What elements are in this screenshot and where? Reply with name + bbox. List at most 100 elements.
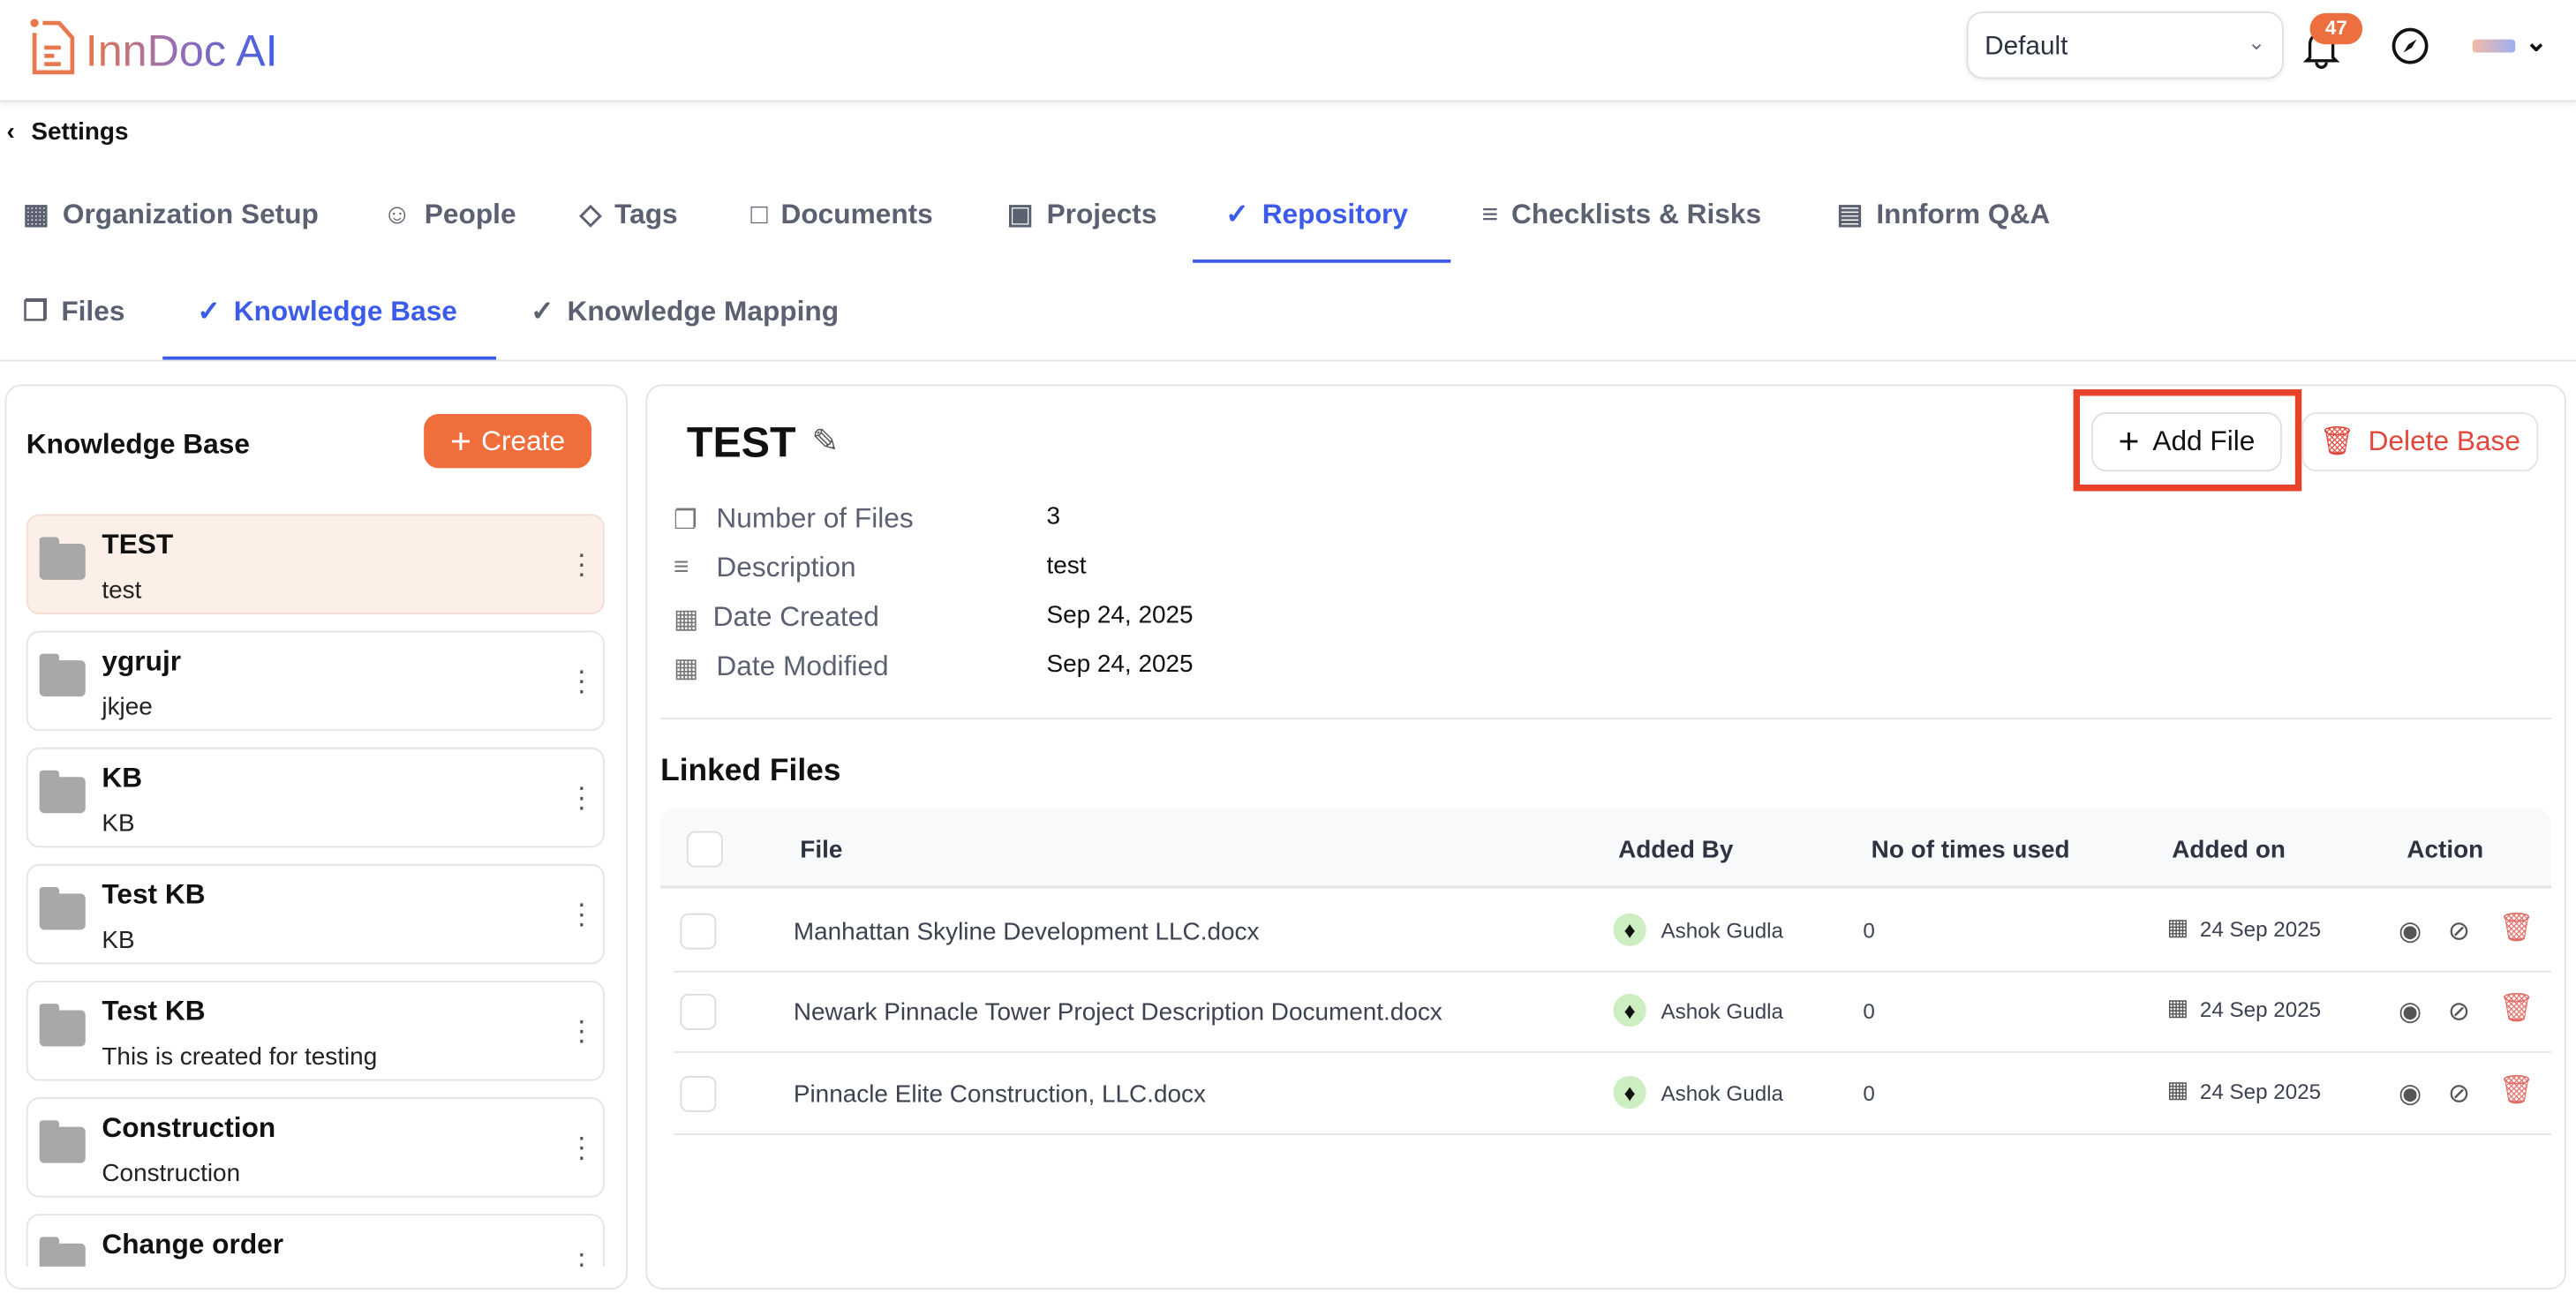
more-options-icon[interactable]: ··· — [576, 770, 587, 824]
added-on: 24 Sep 2025 — [2199, 997, 2322, 1022]
tab-innform-qa[interactable]: ▤ Innform Q&A — [1837, 199, 2051, 231]
view-eye-icon[interactable]: ◉ — [2399, 998, 2422, 1027]
tab-documents[interactable]: □ Documents — [750, 199, 932, 231]
create-button[interactable]: + Create — [424, 413, 591, 469]
more-options-icon[interactable]: ··· — [576, 1004, 587, 1057]
added-on: 24 Sep 2025 — [2199, 916, 2322, 942]
delete-base-button[interactable]: 🗑︎ Delete Base — [2301, 412, 2539, 472]
kb-item[interactable]: TEST test · · · — [26, 514, 605, 615]
trash-icon[interactable]: 🗑︎ — [2498, 992, 2535, 1024]
unlink-icon[interactable]: ⊘ — [2447, 998, 2470, 1027]
kb-item[interactable]: Test KB This is created for testing · · · — [26, 981, 605, 1081]
book-check-icon: ✓ — [1225, 199, 1249, 230]
file-name[interactable]: Manhattan Skyline Development LLC.docx — [793, 918, 1260, 946]
app-logo[interactable]: InnDoc AI — [85, 26, 278, 76]
subtab-knowledge-base[interactable]: ✓ Knowledge Base — [197, 296, 457, 328]
delete-label: Delete Base — [2368, 425, 2520, 457]
column-header-added-on[interactable]: Added on — [2172, 836, 2286, 864]
building-icon: ▦ — [23, 199, 49, 230]
subtab-divider — [0, 359, 2576, 362]
more-options-icon[interactable]: ··· — [576, 1237, 587, 1267]
meta-label: Description — [716, 552, 856, 583]
tab-repository[interactable]: ✓ Repository — [1225, 199, 1408, 231]
tab-label: Organization Setup — [62, 199, 319, 230]
more-options-icon[interactable]: ··· — [576, 886, 587, 940]
kb-title: ygrujr — [102, 645, 182, 677]
kb-title: Test KB — [102, 995, 206, 1027]
column-header-times-used[interactable]: No of times used — [1871, 836, 2070, 864]
kb-desc: jkjee — [102, 693, 153, 721]
row-checkbox[interactable] — [680, 913, 717, 950]
user-avatar[interactable] — [2472, 39, 2516, 53]
user-avatar: ♦ — [1613, 1075, 1646, 1110]
added-by: Ashok Gudla — [1661, 998, 1783, 1024]
select-all-checkbox[interactable] — [686, 831, 723, 868]
tab-projects[interactable]: ▣ Projects — [1007, 199, 1157, 231]
add-file-label: Add File — [2152, 425, 2256, 457]
chevron-down-icon: ⌄ — [2248, 29, 2266, 55]
account-chevron-icon[interactable]: ⌄ — [2525, 29, 2548, 58]
create-label: Create — [481, 425, 566, 456]
kb-item[interactable]: Change order ··· — [26, 1214, 605, 1267]
active-subtab-indicator — [162, 356, 497, 360]
tab-checklists-risks[interactable]: ≡ Checklists & Risks — [1482, 199, 1761, 231]
unlink-icon[interactable]: ⊘ — [2447, 1080, 2470, 1110]
linked-files-title: Linked Files — [660, 754, 841, 789]
edit-pencil-icon[interactable]: ✎ — [811, 424, 840, 461]
row-divider — [674, 1133, 2552, 1135]
file-name[interactable]: Newark Pinnacle Tower Project Descriptio… — [793, 998, 1442, 1027]
kb-desc: This is created for testing — [102, 1042, 378, 1072]
file-name[interactable]: Pinnacle Elite Construction, LLC.docx — [793, 1080, 1206, 1110]
kb-title: KB — [102, 762, 143, 794]
workspace-select[interactable]: Default ⌄ — [1966, 11, 2284, 79]
trash-icon[interactable]: 🗑︎ — [2498, 911, 2535, 944]
column-header-file[interactable]: File — [800, 836, 843, 864]
tab-tags[interactable]: ◇ Tags — [580, 199, 678, 231]
kb-title: Change order — [102, 1229, 284, 1260]
added-by: Ashok Gudla — [1661, 1080, 1783, 1106]
subtab-knowledge-mapping[interactable]: ✓ Knowledge Mapping — [531, 296, 839, 328]
row-checkbox[interactable] — [680, 993, 717, 1030]
kb-desc: KB — [102, 926, 135, 955]
top-header: InnDoc AI Default ⌄ 47 ⌄ — [0, 0, 2576, 102]
briefcase-icon: ▣ — [1006, 199, 1034, 230]
row-divider — [674, 1051, 2552, 1053]
kb-desc: Construction — [102, 1159, 241, 1188]
subtab-files[interactable]: ❐ Files — [23, 296, 124, 328]
more-options-icon[interactable]: ··· — [576, 1120, 587, 1173]
more-options-icon[interactable]: ··· — [576, 653, 587, 707]
qa-icon: ▤ — [1836, 199, 1864, 230]
view-eye-icon[interactable]: ◉ — [2399, 1080, 2422, 1110]
kb-item[interactable]: KB KB · · · — [26, 747, 605, 848]
user-avatar: ♦ — [1613, 913, 1646, 946]
book-check-icon: ✓ — [197, 295, 221, 327]
logo-icon — [30, 19, 75, 75]
kb-item[interactable]: ygrujr jkjee · · · — [26, 630, 605, 732]
add-file-button[interactable]: + Add File — [2091, 412, 2282, 472]
kb-item[interactable]: Construction Construction · · · — [26, 1097, 605, 1198]
tab-people[interactable]: ☺ People — [383, 199, 516, 231]
kb-item[interactable]: Test KB KB · · · — [26, 863, 605, 965]
column-header-added-by[interactable]: Added By — [1618, 836, 1734, 864]
meta-value: 3 — [1046, 502, 1060, 531]
trash-icon[interactable]: 🗑︎ — [2498, 1074, 2535, 1106]
kb-title: Construction — [102, 1111, 276, 1144]
more-options-icon[interactable]: ··· — [576, 537, 587, 591]
back-to-settings[interactable]: ‹ Settings — [6, 118, 128, 147]
calendar-icon: ▦ — [674, 606, 699, 635]
row-checkbox[interactable] — [680, 1075, 717, 1112]
plus-icon: + — [450, 419, 471, 462]
unlink-icon[interactable]: ⊘ — [2447, 918, 2470, 946]
kb-detail-title: TEST — [686, 417, 796, 467]
times-used: 0 — [1863, 998, 1875, 1024]
view-eye-icon[interactable]: ◉ — [2399, 918, 2422, 946]
tab-label: Tags — [614, 199, 678, 230]
compass-icon[interactable] — [2391, 26, 2430, 66]
knowledge-base-list: TEST test · · · ygrujr jkjee · · · KB KB · · · Test … — [0, 0, 628, 1267]
folder-icon — [39, 1237, 86, 1267]
folder-icon — [39, 537, 86, 580]
settings-label: Settings — [31, 117, 129, 147]
table-row: Pinnacle Elite Construction, LLC.docx ♦ … — [0, 1051, 2576, 1133]
tab-organization-setup[interactable]: ▦ Organization Setup — [23, 199, 319, 231]
folder-icon — [39, 886, 86, 930]
